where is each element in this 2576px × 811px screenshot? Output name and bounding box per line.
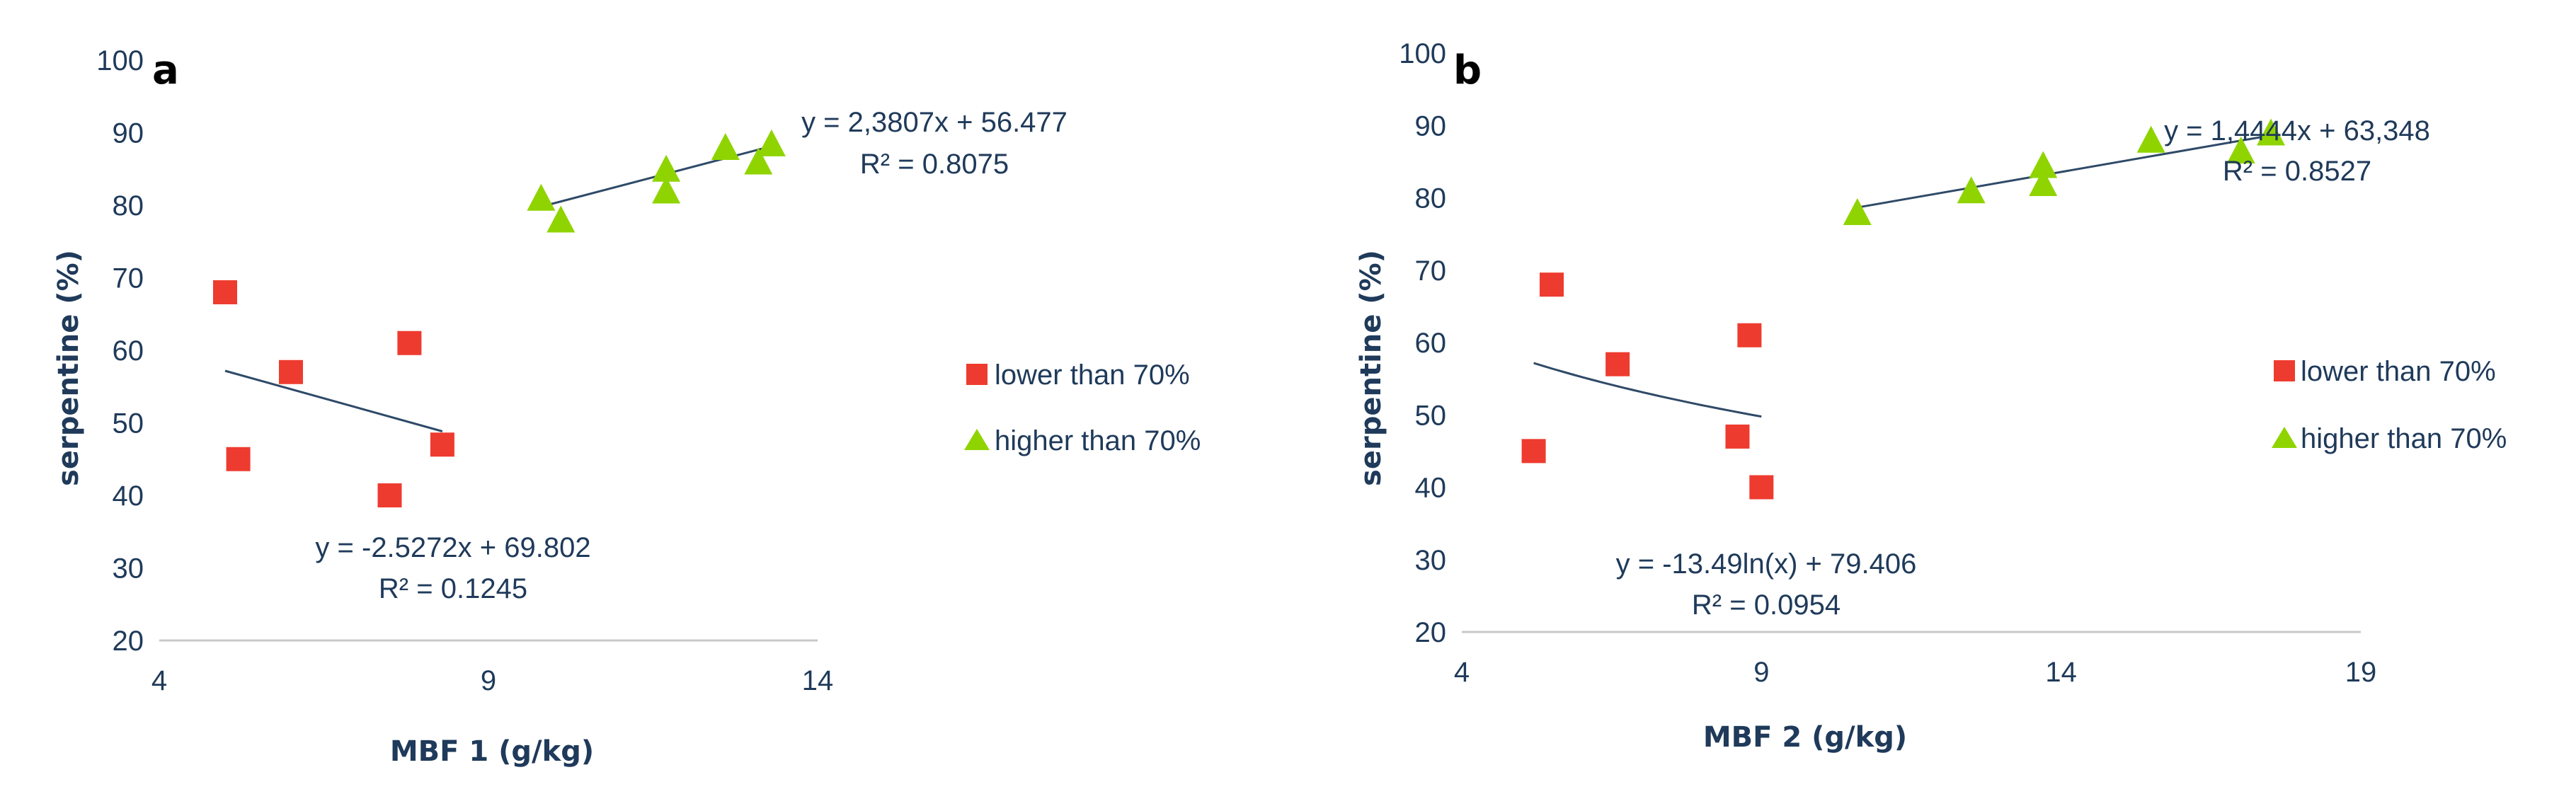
panel-b-y-tick-label: 80	[1415, 183, 1447, 214]
panel-b-point-higher	[1843, 197, 1872, 225]
panel-b-y-tick-label: 100	[1399, 38, 1446, 69]
panel-a-point-higher	[757, 129, 786, 156]
panel-b-higher-r2: R² = 0.8527	[2223, 156, 2371, 187]
panel-a-label: a	[152, 47, 179, 93]
panel-a-y-tick-label: 90	[113, 118, 144, 149]
panel-b-y-tick-label: 30	[1415, 545, 1447, 576]
panel-b-point-higher	[2029, 151, 2058, 178]
panel-a-point-higher	[546, 205, 576, 233]
panel-b-x-axis-title: MBF 2 (g/kg)	[1703, 721, 1907, 754]
panel-b-legend-higher-label: higher than 70%	[2301, 423, 2507, 454]
panel-a-y-tick-label: 80	[113, 190, 144, 222]
panel-a-point-lower	[226, 447, 251, 471]
panel-b-x-tick-label: 14	[2045, 657, 2077, 688]
panel-b-point-lower	[1521, 439, 1546, 464]
panel-a-legend-higher-label: higher than 70%	[995, 425, 1201, 456]
panel-b-trendlines	[1533, 134, 2272, 418]
panel-b-point-lower	[1540, 272, 1564, 297]
panel-a-point-lower	[377, 483, 402, 507]
panel-a-lower-r2: R² = 0.1245	[379, 573, 527, 604]
panel-b-point-higher	[2136, 125, 2165, 153]
panel-b: b serpentine (%) MBF 2 (g/kg) 20 30 40 50 60…	[1355, 38, 2507, 754]
panel-b-legend-square-marker	[2274, 360, 2295, 381]
panel-a-higher-r2: R² = 0.8075	[860, 149, 1009, 180]
panel-b-x-tick-label: 4	[1454, 657, 1470, 688]
panel-a-y-tick-label: 100	[96, 45, 144, 76]
panel-b-point-higher	[2257, 118, 2285, 146]
panel-b-higher-equation: y = 1,4444x + 63,348	[2164, 115, 2430, 146]
panel-a-y-axis-title: serpentine (%)	[52, 250, 85, 486]
panel-b-y-tick-label: 70	[1415, 255, 1447, 287]
panel-a-lower-equation: y = -2.5272x + 69.802	[315, 532, 590, 563]
panel-b-trendline-lower	[1533, 362, 1762, 418]
panel-b-legend-triangle-marker	[2272, 427, 2297, 448]
panel-a-point-lower	[279, 360, 303, 384]
panel-a-y-tick-label: 50	[113, 408, 144, 439]
panel-b-point-higher	[2029, 169, 2058, 197]
panel-a-legend-square-marker	[966, 364, 988, 385]
panel-b-x-tick-label: 19	[2345, 657, 2377, 688]
panel-a-x-axis-title: MBF 1 (g/kg)	[390, 735, 594, 768]
panel-a-y-tick-label: 60	[113, 335, 144, 367]
panel-a-x-ticks: 4 9 14	[151, 665, 833, 696]
panel-b-markers	[1521, 118, 2285, 500]
panel-a-point-higher	[744, 147, 773, 175]
panel-a-x-tick-label: 4	[151, 665, 167, 696]
panel-a-higher-equation: y = 2,3807x + 56.477	[801, 107, 1067, 138]
panel-a-x-tick-label: 14	[802, 665, 834, 696]
panel-b-y-tick-label: 60	[1415, 328, 1447, 359]
panel-b-y-tick-label: 50	[1415, 400, 1447, 431]
panel-b-trendline-higher	[1857, 134, 2272, 209]
panel-a-y-ticks: 20 30 40 50 60 70 80 90 100	[96, 45, 144, 657]
panel-a-point-higher	[711, 133, 740, 160]
panel-b-y-tick-label: 40	[1415, 473, 1447, 504]
panel-a-point-higher	[652, 176, 681, 204]
panel-a-x-tick-label: 9	[481, 665, 496, 696]
panel-a-markers	[213, 129, 786, 507]
panel-a-legend-triangle-marker	[964, 429, 990, 450]
panel-a-y-tick-label: 30	[113, 553, 144, 585]
panel-a-y-tick-label: 70	[113, 263, 144, 294]
panel-b-label: b	[1453, 47, 1482, 93]
panel-b-point-higher	[2226, 137, 2255, 164]
panel-a-trendlines	[224, 145, 772, 432]
panel-a-point-higher	[527, 183, 556, 211]
panel-b-lower-r2: R² = 0.0954	[1692, 589, 1841, 621]
panel-b-x-tick-label: 9	[1753, 657, 1769, 688]
panel-a-point-lower	[213, 280, 237, 304]
panel-a-legend: lower than 70% higher than 70%	[964, 360, 1201, 456]
panel-a-y-tick-label: 40	[113, 481, 144, 512]
panel-b-y-axis-title: serpentine (%)	[1355, 250, 1387, 486]
panel-b-legend: lower than 70% higher than 70%	[2272, 356, 2507, 454]
panel-a: a serpentine (%) MBF 1 (g/kg) 20 30 40 50 60…	[52, 45, 1201, 768]
panel-b-point-higher	[1957, 176, 1986, 204]
panel-a-point-lower	[430, 432, 454, 457]
panel-a-point-lower	[397, 330, 422, 355]
panel-b-x-ticks: 4 9 14 19	[1454, 657, 2376, 688]
panel-a-y-tick-label: 20	[113, 626, 144, 657]
panel-b-legend-lower-label: lower than 70%	[2301, 356, 2496, 387]
panel-b-lower-equation: y = -13.49ln(x) + 79.406	[1616, 548, 1917, 580]
panel-b-point-lower	[1749, 475, 1774, 500]
panel-b-point-lower	[1605, 352, 1630, 376]
panel-a-trendline-lower	[224, 369, 443, 432]
panel-a-point-higher	[652, 154, 681, 182]
panel-b-y-tick-label: 90	[1415, 110, 1447, 142]
panel-b-y-ticks: 20 30 40 50 60 70 80 90 100	[1399, 38, 1446, 648]
panel-b-point-lower	[1737, 323, 1762, 347]
panel-b-point-lower	[1725, 424, 1750, 449]
panel-b-y-tick-label: 20	[1415, 617, 1447, 648]
panel-a-legend-lower-label: lower than 70%	[995, 360, 1190, 391]
